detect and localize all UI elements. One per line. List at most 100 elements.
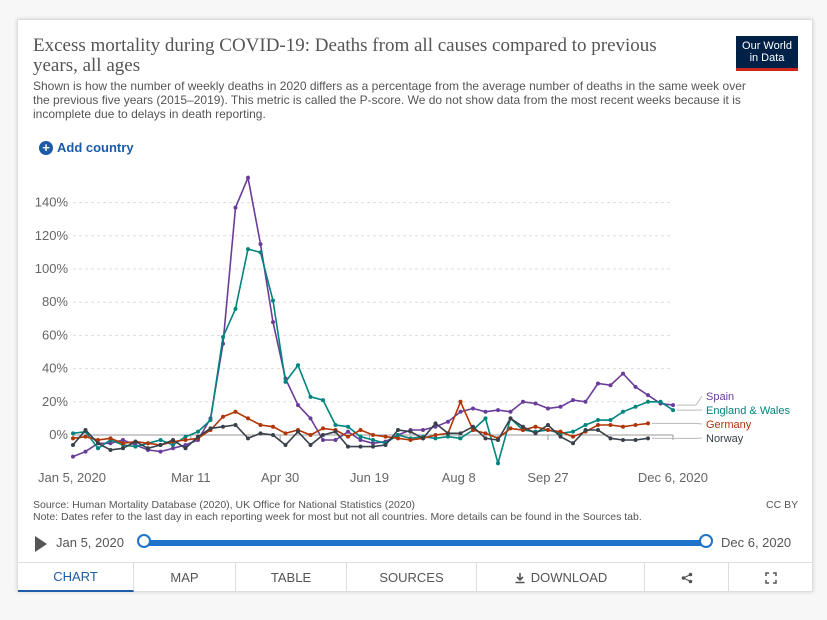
data-point [658, 399, 663, 404]
y-tick-label: 120% [35, 228, 69, 243]
data-point [396, 436, 400, 441]
data-point [208, 426, 213, 431]
chart-gridlines [73, 202, 673, 436]
y-tick-label: 140% [35, 195, 69, 210]
data-point [471, 428, 475, 433]
data-point [571, 441, 575, 446]
data-point [83, 449, 88, 454]
data-point [596, 423, 600, 428]
tab-chart[interactable]: Chart [18, 563, 134, 592]
legend-connector [677, 395, 703, 406]
legend-label[interactable]: England & Wales [706, 405, 790, 417]
tab-sources[interactable]: Sources [347, 563, 477, 592]
data-point [383, 434, 388, 439]
legend-label[interactable]: Norway [706, 433, 744, 445]
chart-source: Source: Human Mortality Database (2020),… [33, 499, 713, 523]
tab-map[interactable]: Map [134, 563, 236, 592]
data-point [171, 446, 175, 451]
data-point [246, 436, 250, 441]
data-point [508, 409, 513, 414]
share-button[interactable] [645, 563, 729, 592]
data-point [546, 406, 550, 411]
data-point [458, 409, 463, 414]
data-point [396, 428, 400, 433]
x-tick-label: Sep 27 [527, 470, 568, 485]
data-point [608, 436, 613, 441]
data-point [371, 444, 375, 449]
tab-download[interactable]: Download [477, 563, 645, 592]
data-point [146, 441, 150, 446]
line-chart: 0% 20% 40% 60% 80% 100% 120% 140% Jan 5, 2020 Ma… [35, 174, 790, 485]
tab-chart-label: Chart [53, 569, 98, 584]
data-point [633, 384, 638, 389]
data-point [496, 437, 500, 442]
data-point [558, 434, 563, 439]
x-tick-label: Aug 8 [442, 470, 476, 485]
data-point [96, 446, 100, 451]
data-point [446, 419, 450, 424]
timeline-end-handle[interactable] [699, 534, 713, 548]
data-point [196, 434, 200, 439]
legend-connector [652, 422, 703, 425]
data-point [121, 446, 125, 451]
series-norway[interactable] [71, 416, 650, 452]
data-point [346, 424, 350, 429]
data-point [196, 429, 200, 434]
data-point [96, 437, 100, 442]
data-point [271, 298, 275, 303]
legend-label[interactable]: Germany [706, 419, 752, 431]
data-point [546, 423, 550, 428]
data-point [258, 423, 263, 428]
tab-bar: Chart Map Table Sources Download [18, 562, 812, 592]
timeline-start-handle[interactable] [137, 534, 151, 548]
share-icon [681, 572, 692, 583]
data-point [233, 423, 238, 428]
data-point [596, 381, 600, 386]
data-point [558, 404, 563, 409]
data-point [108, 436, 113, 441]
data-point [321, 433, 325, 437]
data-point [96, 441, 100, 446]
data-point [446, 434, 450, 439]
data-point [233, 205, 238, 210]
owid-logo[interactable]: Our World in Data [736, 36, 798, 71]
y-axis-ticks: 0% 20% 40% 60% 80% 100% 120% 140% [35, 195, 69, 442]
data-point [346, 429, 350, 434]
data-point [183, 437, 188, 442]
data-point [671, 408, 675, 413]
y-tick-label: 60% [42, 327, 68, 342]
data-point [421, 428, 425, 433]
data-point [283, 442, 288, 447]
data-point [433, 433, 438, 437]
data-point [208, 418, 213, 423]
y-tick-label: 80% [42, 294, 68, 309]
plus-circle-icon: + [39, 140, 53, 155]
chart-subtitle: Shown is how the number of weekly deaths… [33, 79, 746, 121]
data-point [171, 437, 175, 442]
data-point [596, 418, 600, 423]
data-point [358, 444, 363, 449]
data-point [433, 436, 438, 441]
data-point [358, 437, 363, 442]
series-spain[interactable] [71, 174, 675, 459]
timeline: Jan 5, 2020 Dec 6, 2020 [18, 530, 812, 556]
y-tick-label: 20% [42, 394, 68, 409]
timeline-track[interactable] [144, 540, 706, 546]
x-tick-label: Dec 6, 2020 [638, 470, 708, 485]
data-point [583, 399, 588, 404]
data-point [121, 437, 125, 442]
data-point [496, 461, 500, 466]
add-country-button[interactable]: + Add country [39, 140, 134, 155]
fullscreen-icon [764, 571, 777, 584]
tab-table[interactable]: Table [236, 563, 347, 592]
data-point [258, 242, 263, 247]
play-icon[interactable] [35, 536, 47, 552]
data-point [458, 399, 463, 404]
fullscreen-button[interactable] [729, 563, 812, 592]
data-point [446, 431, 450, 436]
data-point [358, 428, 363, 433]
data-point [621, 437, 625, 442]
data-point [158, 437, 163, 442]
legend-label[interactable]: Spain [706, 391, 734, 403]
license-link[interactable]: CC BY [766, 499, 799, 511]
